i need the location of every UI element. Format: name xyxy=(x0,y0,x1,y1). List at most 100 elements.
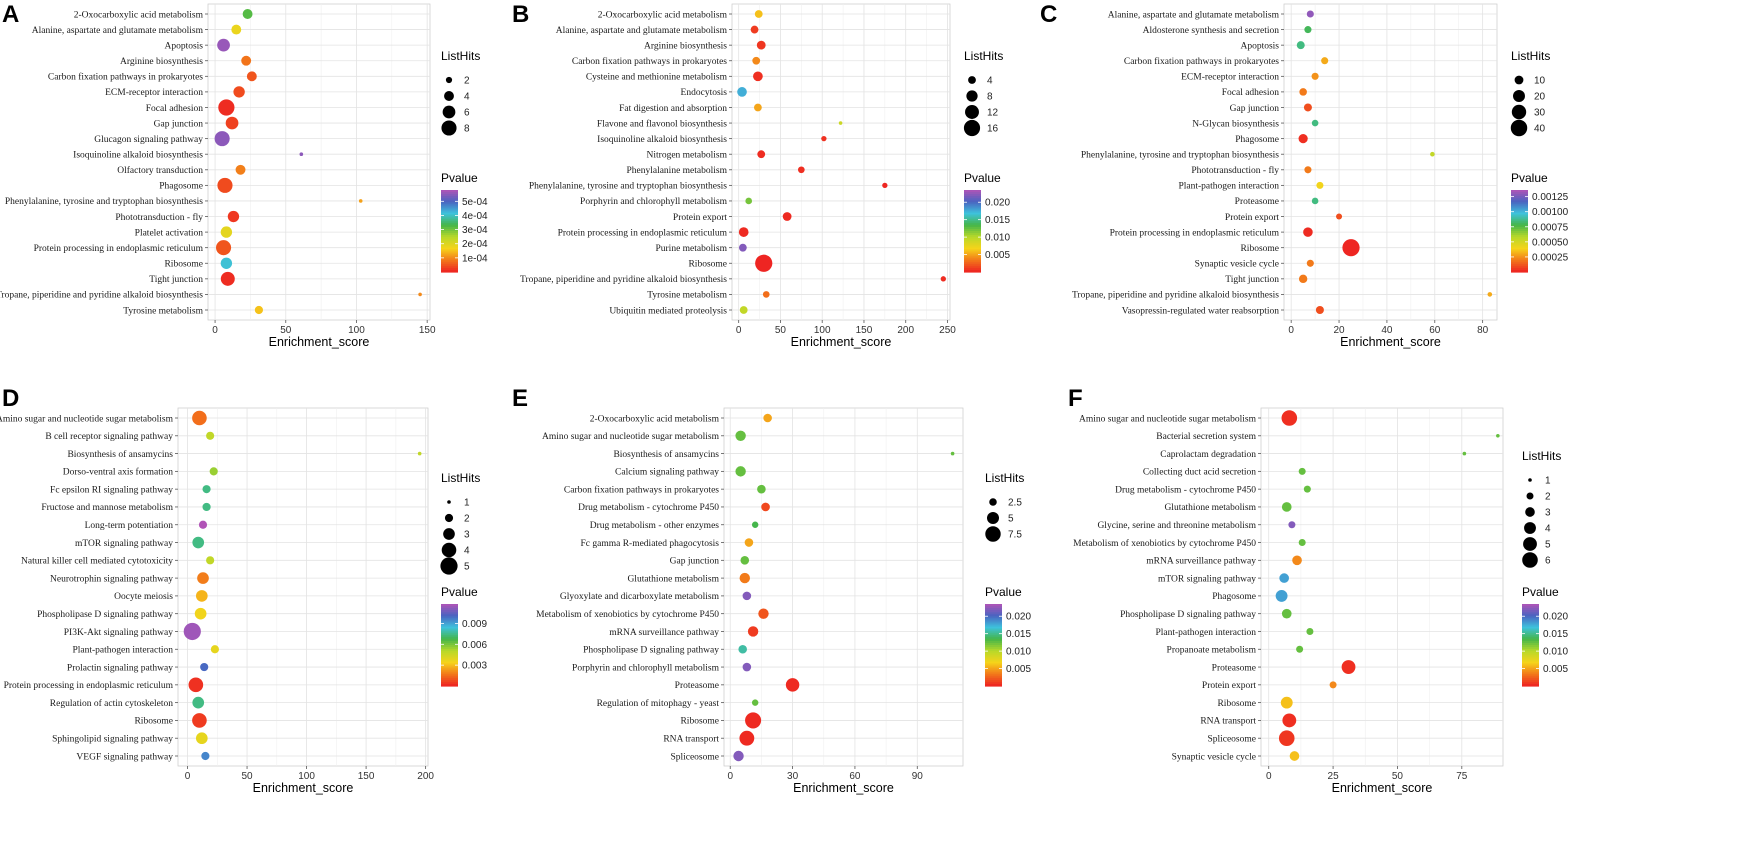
colorbar-segment xyxy=(441,681,458,685)
colorbar-segment xyxy=(441,239,458,242)
colorbar-segment xyxy=(985,679,1002,683)
colorbar-segment xyxy=(985,647,1002,650)
colorbar-segment xyxy=(1511,222,1528,226)
data-point xyxy=(739,306,748,314)
colorbar-segment xyxy=(441,218,458,222)
data-point xyxy=(218,99,235,116)
colorbar-segment xyxy=(964,206,981,210)
category-label: Glutathione metabolism xyxy=(627,574,719,584)
plot-area xyxy=(207,3,431,321)
colorbar-segment xyxy=(964,202,981,205)
data-point xyxy=(1321,57,1329,65)
category-label: Metabolism of xenobiotics by cytochrome … xyxy=(1073,538,1256,549)
colorbar-segment xyxy=(441,200,458,203)
x-axis-title: Enrichment_score xyxy=(253,781,354,795)
category-label: Ribosome xyxy=(1240,244,1279,254)
category-label: Gap junction xyxy=(154,119,204,129)
data-point xyxy=(1306,259,1314,267)
colorbar-segment xyxy=(441,269,458,273)
colorbar-segment xyxy=(964,245,981,248)
data-point xyxy=(206,556,215,565)
size-legend-title: ListHits xyxy=(1511,49,1550,63)
colorbar-segment xyxy=(441,638,458,642)
category-label: Regulation of mitophagy - yeast xyxy=(597,698,720,709)
category-label: Phenylalanine, tyrosine and tryptophan b… xyxy=(529,182,727,192)
data-point xyxy=(299,152,304,157)
data-point xyxy=(755,254,773,272)
data-point xyxy=(1298,467,1306,475)
x-tick-label: 50 xyxy=(775,325,787,336)
colorbar-segment xyxy=(441,216,458,220)
data-point xyxy=(756,40,766,50)
category-label: Synaptic vesicle cycle xyxy=(1172,752,1256,762)
colorbar-segment xyxy=(985,667,1002,671)
data-point xyxy=(220,271,235,286)
category-label: Propanoate metabolism xyxy=(1167,646,1257,656)
colorbar-segment xyxy=(1511,241,1528,244)
plot-area xyxy=(1260,407,1504,767)
category-label: Arginine biosynthesis xyxy=(644,41,727,51)
colorbar-segment xyxy=(1522,659,1539,662)
category-label: Purine metabolism xyxy=(655,244,727,254)
category-label: ECM-receptor interaction xyxy=(105,88,203,98)
category-label: Glyoxylate and dicarboxylate metabolism xyxy=(560,592,720,602)
colorbar-segment xyxy=(964,212,981,216)
category-label: Ribosome xyxy=(688,260,727,270)
colorbar-label: 0.00025 xyxy=(1532,252,1569,263)
size-legend-key xyxy=(985,526,1001,542)
colorbar-segment xyxy=(441,657,458,660)
category-label: Drug metabolism - cytochrome P450 xyxy=(578,503,719,513)
panel-label: F xyxy=(1068,385,1083,412)
category-label: RNA transport xyxy=(1200,717,1256,727)
colorbar-segment xyxy=(441,622,458,626)
x-tick-label: 25 xyxy=(1328,771,1340,782)
data-point xyxy=(1292,555,1302,566)
data-point xyxy=(1311,72,1319,80)
colorbar-segment xyxy=(1511,259,1528,263)
colorbar-segment xyxy=(1522,679,1539,683)
colorbar-segment xyxy=(441,202,458,205)
colorbar-segment xyxy=(441,249,458,253)
colorbar-segment xyxy=(985,620,1002,624)
colorbar-segment xyxy=(985,618,1002,621)
size-legend-label: 4 xyxy=(987,76,993,87)
colorbar-segment xyxy=(964,192,981,195)
category-label: B cell receptor signaling pathway xyxy=(45,432,173,442)
colorbar-segment xyxy=(441,231,458,234)
data-point xyxy=(733,750,744,762)
size-legend-label: 1 xyxy=(464,498,470,509)
colorbar-segment xyxy=(441,604,458,607)
colorbar-segment xyxy=(985,612,1002,615)
size-legend-key xyxy=(963,119,981,137)
data-point xyxy=(758,608,769,619)
category-label: Protein export xyxy=(1225,213,1279,223)
x-tick-label: 150 xyxy=(419,325,436,336)
colorbar-segment xyxy=(964,267,981,271)
size-legend-key xyxy=(444,91,454,101)
colorbar-segment xyxy=(441,214,458,218)
data-point xyxy=(821,135,827,142)
colorbar-segment xyxy=(1511,247,1528,251)
colorbar-segment xyxy=(1511,235,1528,238)
colorbar-segment xyxy=(441,634,458,638)
data-point xyxy=(1311,197,1319,205)
category-label: Phagosome xyxy=(1212,592,1256,602)
data-point xyxy=(1278,730,1295,747)
colorbar-segment xyxy=(985,653,1002,656)
data-point xyxy=(742,591,752,601)
data-point xyxy=(183,622,201,641)
category-label: Alanine, aspartate and glutamate metabol… xyxy=(1108,10,1280,20)
data-point xyxy=(1298,134,1308,144)
colorbar-segment xyxy=(985,645,1002,648)
data-point xyxy=(1299,88,1307,96)
colorbar-segment xyxy=(1511,202,1528,205)
colorbar-segment xyxy=(441,642,458,646)
colorbar-segment xyxy=(985,683,1002,687)
colorbar-segment xyxy=(1522,657,1539,660)
colorbar-segment xyxy=(964,228,981,232)
colorbar-segment xyxy=(1511,265,1528,269)
category-label: Arginine biosynthesis xyxy=(120,57,203,67)
data-point xyxy=(235,164,246,175)
category-label: Tyrosine metabolism xyxy=(123,306,203,316)
colorbar-segment xyxy=(441,241,458,244)
